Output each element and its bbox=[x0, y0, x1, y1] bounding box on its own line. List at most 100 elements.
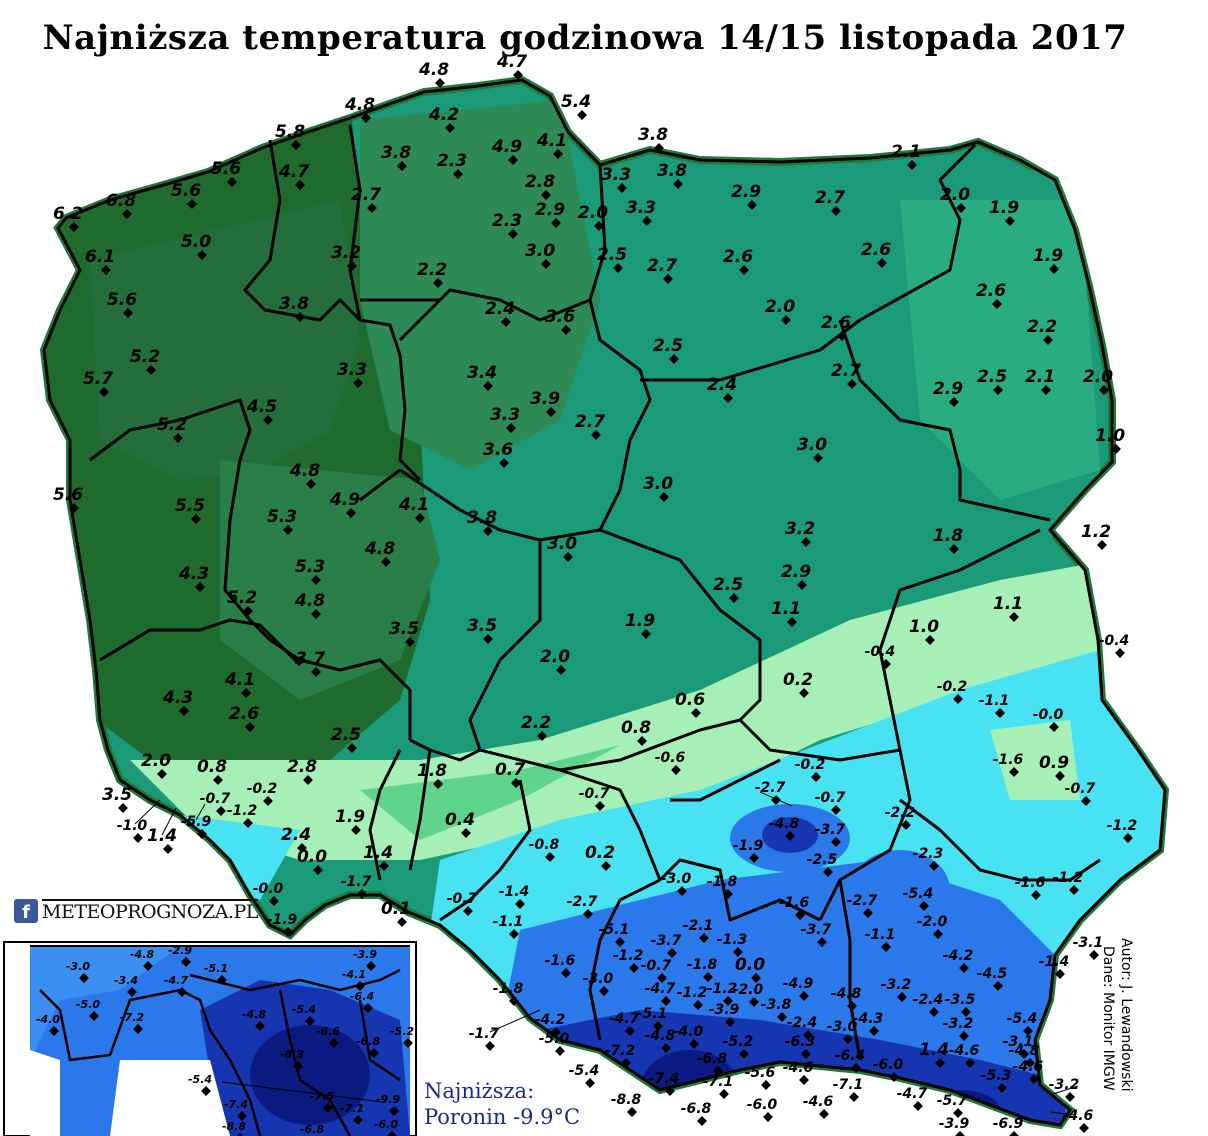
station: 2.9 bbox=[731, 182, 761, 210]
station-value: 4.1 bbox=[224, 670, 255, 690]
station-value: 2.4 bbox=[281, 825, 311, 845]
station-value: 3.6 bbox=[483, 440, 513, 460]
credit-data: Dane: Monitor IMGW bbox=[1100, 946, 1116, 1091]
station: -6.4 bbox=[350, 990, 374, 1013]
station: -1.4 bbox=[499, 884, 529, 909]
station-value: -2.7 bbox=[847, 893, 878, 909]
station: -3.1 bbox=[1073, 935, 1103, 960]
station-marker bbox=[897, 992, 907, 1002]
station: 3.8 bbox=[381, 143, 411, 171]
station-value: 1.4 bbox=[363, 843, 393, 863]
station-marker bbox=[118, 803, 128, 813]
station-marker bbox=[929, 1007, 939, 1017]
station-value: -5.4 bbox=[292, 1003, 316, 1016]
station-marker bbox=[483, 634, 493, 644]
station: 4.7 bbox=[496, 52, 527, 80]
station-value: -2.5 bbox=[807, 852, 838, 868]
station-marker bbox=[1089, 950, 1099, 960]
station-value: 2.7 bbox=[647, 256, 677, 276]
station: -3.0 bbox=[66, 960, 90, 983]
station-marker bbox=[601, 861, 611, 871]
station-marker bbox=[415, 513, 425, 523]
station: 2.2 bbox=[521, 713, 551, 741]
station: 3.0 bbox=[547, 534, 577, 562]
station: -0.7 bbox=[815, 790, 846, 815]
station: 2.4 bbox=[281, 825, 311, 853]
station-value: 0.2 bbox=[585, 843, 615, 863]
station: -4.0 bbox=[36, 1013, 60, 1036]
station: -0.4 bbox=[1099, 633, 1130, 658]
station-marker bbox=[515, 899, 525, 909]
station-marker bbox=[227, 177, 237, 187]
station: 1.9 bbox=[625, 611, 655, 639]
station-value: -2.0 bbox=[733, 982, 764, 998]
station-value: -3.9 bbox=[353, 948, 377, 961]
station-value: 5.4 bbox=[561, 92, 591, 112]
station-value: 3.3 bbox=[490, 405, 520, 425]
station-value: 0.8 bbox=[197, 757, 227, 777]
station: 3.6 bbox=[483, 440, 513, 468]
station: -1.1 bbox=[865, 927, 895, 952]
station-value: 6.8 bbox=[106, 191, 136, 211]
station: 2.0 bbox=[141, 751, 171, 779]
station: -1.4 bbox=[1039, 954, 1069, 979]
station-value: 5.6 bbox=[107, 290, 137, 310]
facebook-icon[interactable]: f bbox=[14, 899, 38, 923]
station-marker bbox=[433, 779, 443, 789]
station-marker bbox=[122, 209, 132, 219]
station: 2.0 bbox=[1083, 367, 1113, 395]
station-marker bbox=[627, 1107, 637, 1117]
station-marker bbox=[463, 906, 473, 916]
station-marker bbox=[959, 1031, 969, 1041]
station-marker bbox=[785, 831, 795, 841]
station-value: 2.2 bbox=[521, 713, 551, 733]
station: 2.6 bbox=[229, 704, 259, 732]
station-marker bbox=[729, 593, 739, 603]
station: -7.2 bbox=[605, 1043, 635, 1068]
station-marker bbox=[311, 575, 321, 585]
station-value: -5.7 bbox=[937, 1093, 968, 1109]
station-value: -7.4 bbox=[649, 1071, 680, 1087]
station-marker bbox=[1043, 335, 1053, 345]
station: 1.0 bbox=[909, 617, 939, 645]
station-marker bbox=[291, 140, 301, 150]
station: 0.1 bbox=[381, 899, 411, 927]
station-value: -4.2 bbox=[943, 948, 974, 964]
station-value: 2.6 bbox=[861, 240, 891, 260]
station: 3.4 bbox=[467, 363, 497, 391]
station-value: -6.8 bbox=[356, 1035, 380, 1048]
logo[interactable]: f METEOPROGNOZA.PL bbox=[14, 896, 258, 926]
station-marker bbox=[381, 557, 391, 567]
station-value: 3.8 bbox=[638, 125, 668, 145]
station-value: -1.2 bbox=[227, 803, 258, 819]
station-marker bbox=[453, 169, 463, 179]
station: 0.4 bbox=[445, 810, 475, 838]
station-marker bbox=[508, 155, 518, 165]
station: -1.7 bbox=[341, 874, 372, 899]
station-marker bbox=[49, 1026, 59, 1036]
station-value: 3.5 bbox=[467, 616, 497, 636]
station-marker bbox=[693, 1000, 703, 1010]
station-value: 1.9 bbox=[335, 807, 365, 827]
station: -5.4 bbox=[903, 886, 933, 911]
station: 3.8 bbox=[279, 294, 309, 322]
station-marker bbox=[919, 901, 929, 911]
station-value: -0.7 bbox=[447, 891, 478, 907]
station: -7.1 bbox=[340, 1102, 364, 1125]
station-marker bbox=[761, 1080, 771, 1090]
station-value: 0.8 bbox=[621, 718, 651, 738]
station-marker bbox=[173, 433, 183, 443]
station: -6.3 bbox=[785, 1034, 815, 1059]
station: 0.7 bbox=[495, 760, 525, 788]
station-value: 2.8 bbox=[525, 172, 555, 192]
station-marker bbox=[661, 1043, 671, 1053]
station: -5.4 bbox=[569, 1063, 599, 1088]
station-value: 3.5 bbox=[102, 785, 132, 805]
station: -4.2 bbox=[535, 1012, 565, 1037]
station: -2.3 bbox=[913, 846, 943, 871]
station-value: -0.4 bbox=[1099, 633, 1130, 649]
station-marker bbox=[433, 278, 443, 288]
station: 6.8 bbox=[106, 191, 136, 219]
station-value: 2.5 bbox=[977, 367, 1007, 387]
station: 2.7 bbox=[351, 185, 381, 213]
